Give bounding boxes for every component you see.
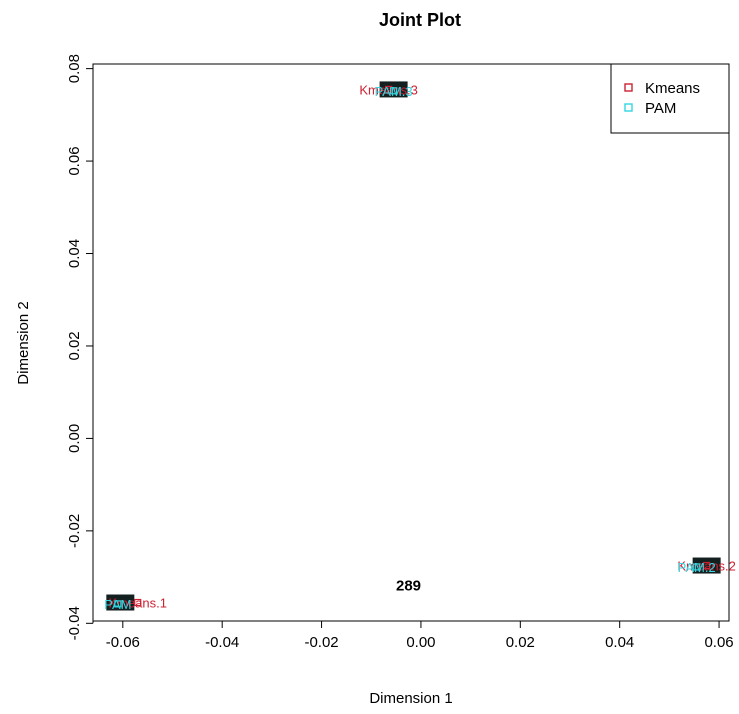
kmeans-point (134, 598, 142, 607)
pam-point-label: PAM.3 (375, 84, 413, 99)
legend-box (610, 63, 730, 134)
plot-frame (92, 63, 730, 622)
chart-title: Joint Plot (379, 10, 461, 30)
legend-label-pam: PAM (645, 100, 676, 117)
x-tick-label: 0.02 (506, 634, 535, 651)
x-tick-label: 0.06 (704, 634, 733, 651)
x-tick-label: 0.00 (406, 634, 435, 651)
kmeans-point (703, 561, 711, 570)
observation-cluster (379, 81, 408, 98)
pam-point (114, 600, 122, 608)
legend: Kmeans PAM (610, 63, 730, 134)
pam-point (693, 563, 701, 571)
y-tick-label: 0.02 (66, 331, 83, 360)
observation-label: 289 (396, 577, 421, 594)
kmeans-point (385, 85, 393, 94)
x-tick-label: -0.04 (205, 634, 239, 651)
x-axis-label: Dimension 1 (369, 690, 452, 707)
legend-swatch-kmeans (624, 83, 633, 92)
kmeans-point-label: Kmeans.3 (359, 82, 418, 97)
pam-point-label: PAM (104, 597, 131, 612)
y-tick-label: 0.06 (66, 146, 83, 175)
y-axis: -0.04 -0.02 0.00 0.02 0.04 0.06 0.08 (66, 54, 94, 640)
pam-point (390, 87, 398, 95)
legend-label-kmeans: Kmeans (645, 80, 700, 97)
y-tick-label: 0.00 (66, 424, 83, 453)
y-tick-label: 0.04 (66, 239, 83, 268)
observation-layer: 289 (106, 81, 721, 611)
series-layer: Kmeans.1 Kmeans.2 Kmeans.3 PAM PAM.2 PAM.3 (104, 82, 736, 611)
kmeans-point-label: Kmeans.2 (677, 559, 736, 574)
y-tick-label: -0.02 (66, 514, 83, 548)
x-tick-label: -0.02 (304, 634, 338, 651)
x-tick-label: 0.04 (605, 634, 634, 651)
legend-swatch-pam (624, 103, 633, 112)
x-tick-label: -0.06 (106, 634, 140, 651)
pam-point-label: PAM.2 (678, 560, 716, 575)
kmeans-point-label: Kmeans.1 (108, 596, 167, 611)
x-axis: -0.06 -0.04 -0.02 0.00 0.02 0.04 0.06 (106, 620, 734, 651)
y-tick-label: -0.04 (66, 606, 83, 640)
y-axis-label: Dimension 2 (15, 301, 32, 384)
y-tick-label: 0.08 (66, 54, 83, 83)
